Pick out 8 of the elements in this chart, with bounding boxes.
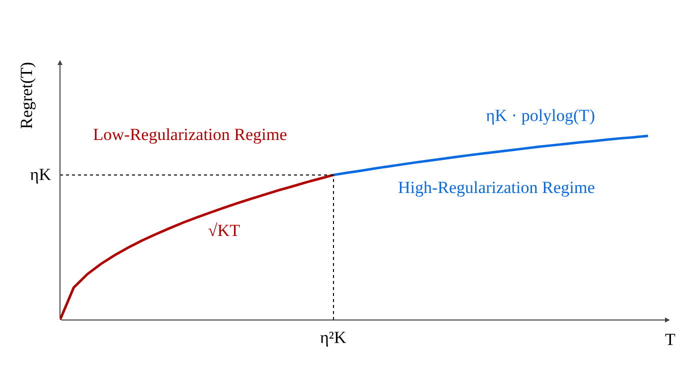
text: ηK · polylog(T) bbox=[486, 106, 595, 125]
annotation: √KT bbox=[208, 221, 241, 240]
y-axis-title: Regret(T) bbox=[17, 62, 36, 129]
x-axis-title: T bbox=[665, 330, 676, 349]
ref-line-label: ηK bbox=[30, 165, 52, 184]
annotation: Low-Regularization Regime bbox=[93, 125, 288, 144]
annotation: High-Regularization Regime bbox=[398, 178, 595, 197]
text: η²K bbox=[320, 328, 347, 347]
